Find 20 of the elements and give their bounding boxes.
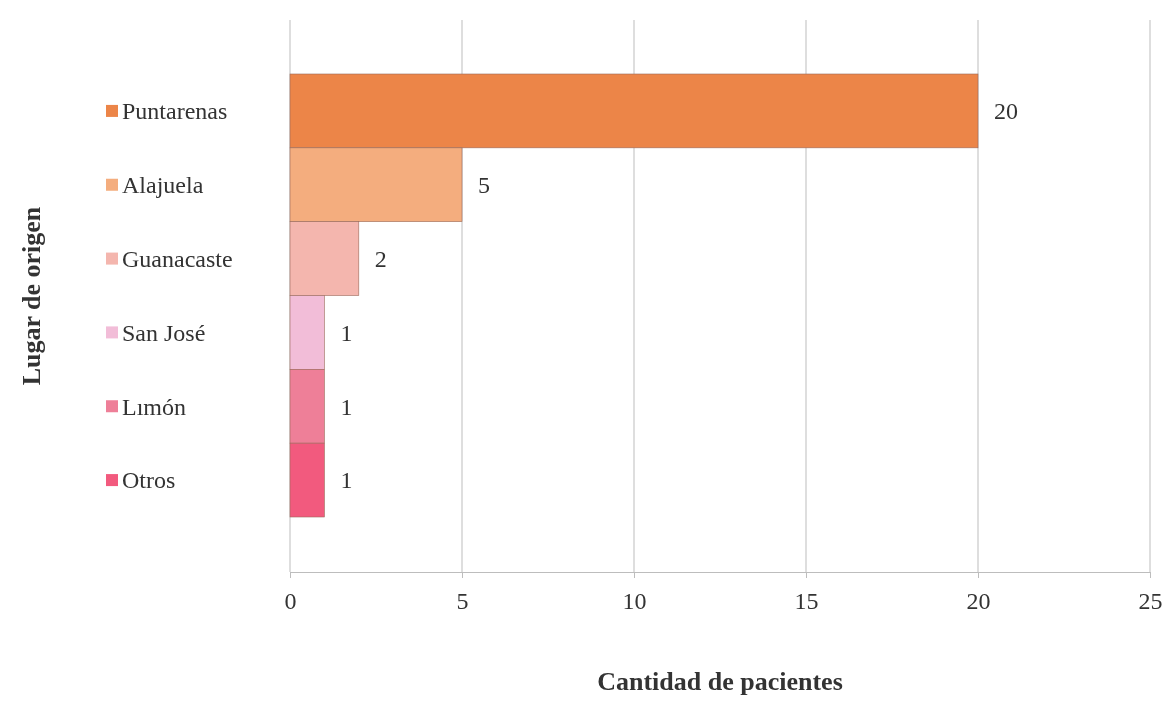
data-label: 1 xyxy=(340,393,353,420)
y-tick-label: Otros xyxy=(122,467,176,494)
data-label: 1 xyxy=(340,467,353,494)
x-tick-label: 20 xyxy=(966,588,991,615)
y-tick-label: Puntarenas xyxy=(122,98,228,125)
y-tick-label: Alajuela xyxy=(122,172,204,199)
data-label: 5 xyxy=(478,172,490,199)
x-tick-label: 25 xyxy=(1138,588,1163,615)
x-axis-title: Cantidad de pacientes xyxy=(597,667,843,696)
data-label: 1 xyxy=(340,319,353,346)
x-tick-label: 10 xyxy=(622,588,647,615)
data-label: 2 xyxy=(374,245,387,272)
y-axis-title: Lugar de origen xyxy=(17,206,46,386)
y-tick-label: Lımón xyxy=(122,393,186,420)
data-label: 20 xyxy=(994,98,1018,125)
y-tick-label: San José xyxy=(122,319,206,346)
y-tick-label: Guanacaste xyxy=(122,245,233,272)
x-tick-label: 0 xyxy=(284,588,297,615)
x-tick-label: 5 xyxy=(456,588,469,615)
x-tick-label: 15 xyxy=(794,588,819,615)
